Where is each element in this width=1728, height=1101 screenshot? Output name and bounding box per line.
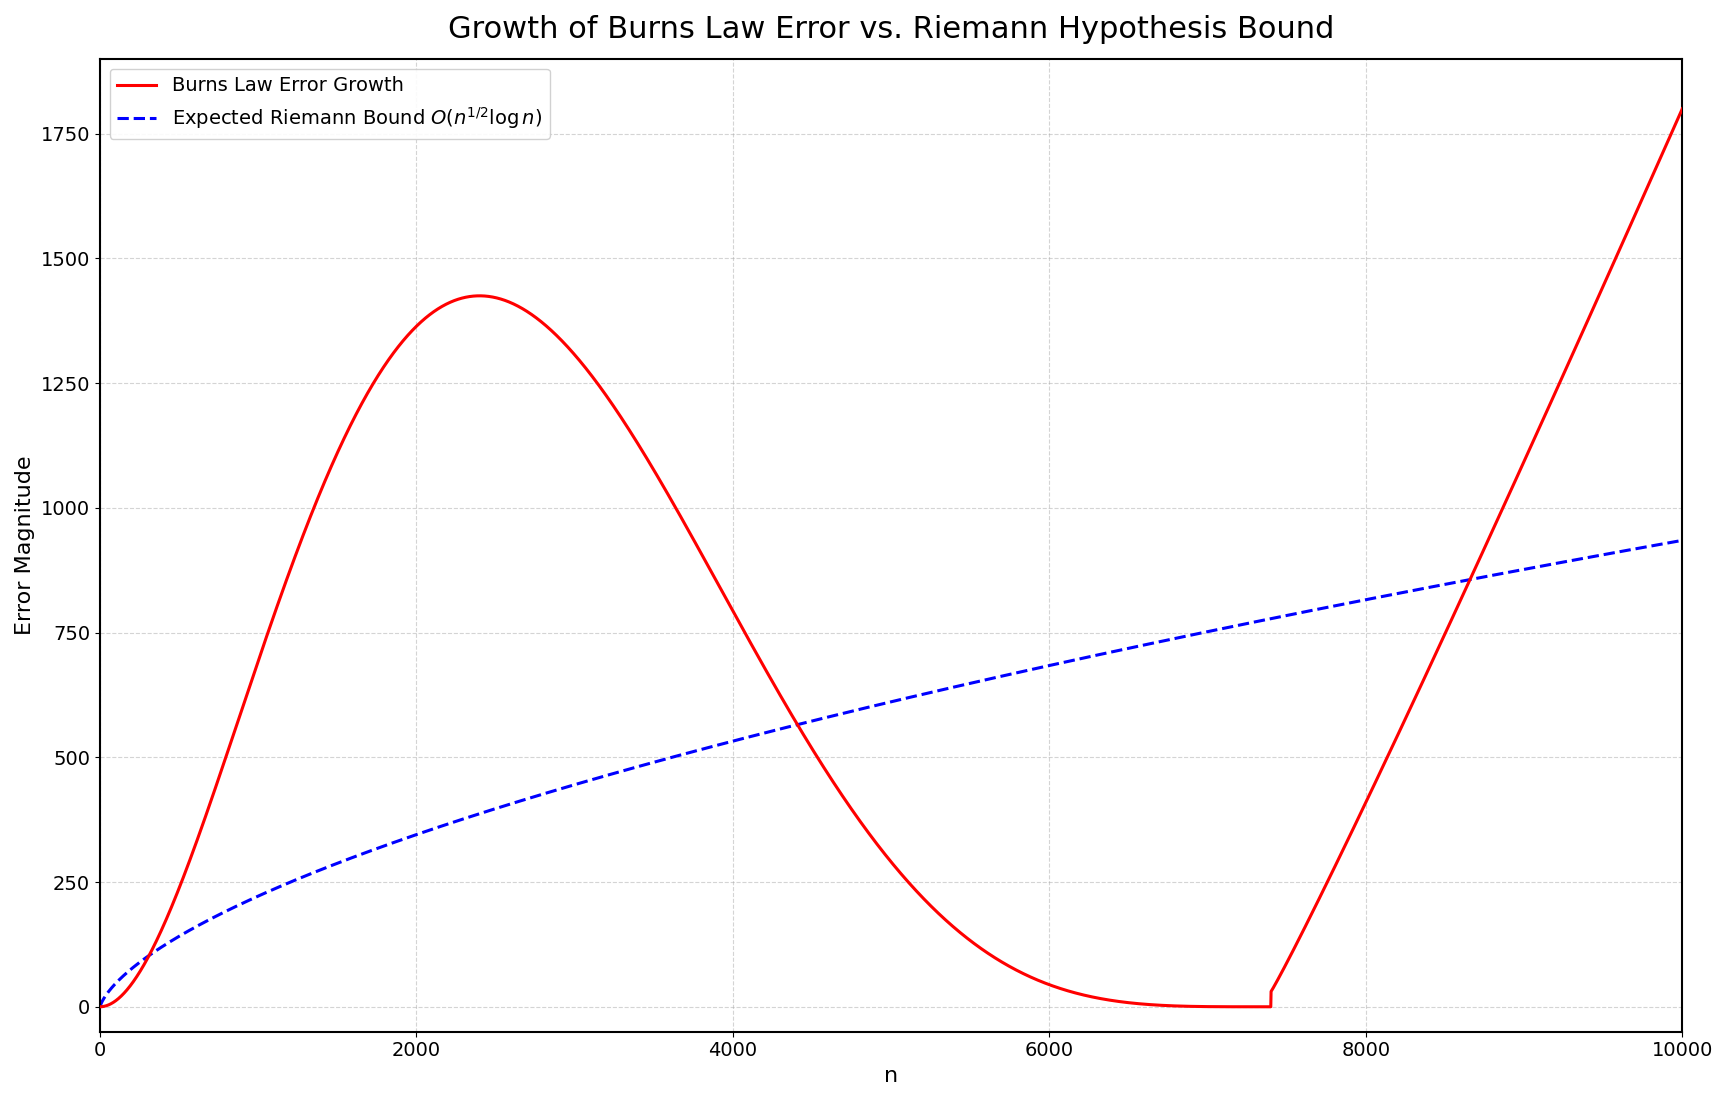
Line: Expected Riemann Bound $O(n^{1/2}\log n)$: Expected Riemann Bound $O(n^{1/2}\log n)… [100,541,1683,1006]
Expected Riemann Bound $O(n^{1/2}\log n)$ [1673,534,1693,547]
Burns Law Error Growth [1118,996,1139,1010]
Burns Law Error Growth [1039,978,1059,991]
Expected Riemann Bound $O(n^{1/2}\log n)$ [695,742,715,755]
Title: Growth of Burns Law Error vs. Riemann Hypothesis Bound: Growth of Burns Law Error vs. Riemann Hy… [448,15,1334,44]
Burns Law Error Growth [695,553,715,566]
Line: Burns Law Error Growth: Burns Law Error Growth [100,109,1683,1006]
Expected Riemann Bound $O(n^{1/2}\log n)$ [1039,659,1059,673]
Expected Riemann Bound $O(n^{1/2}\log n)$ [90,1000,111,1013]
Legend: Burns Law Error Growth, Expected Riemann Bound $O(n^{1/2}\log n)$: Burns Law Error Growth, Expected Riemann… [109,68,550,139]
Y-axis label: Error Magnitude: Error Magnitude [16,456,35,635]
Expected Riemann Bound $O(n^{1/2}\log n)$ [377,838,397,851]
Burns Law Error Growth [1270,968,1291,981]
Expected Riemann Bound $O(n^{1/2}\log n)$ [1118,642,1139,655]
X-axis label: n: n [885,1066,899,1086]
Expected Riemann Bound $O(n^{1/2}\log n)$ [1270,610,1291,623]
Burns Law Error Growth [90,1000,111,1013]
Burns Law Error Growth [1673,102,1693,116]
Burns Law Error Growth [1391,722,1412,735]
Expected Riemann Bound $O(n^{1/2}\log n)$ [1391,586,1412,599]
Burns Law Error Growth [377,356,397,369]
